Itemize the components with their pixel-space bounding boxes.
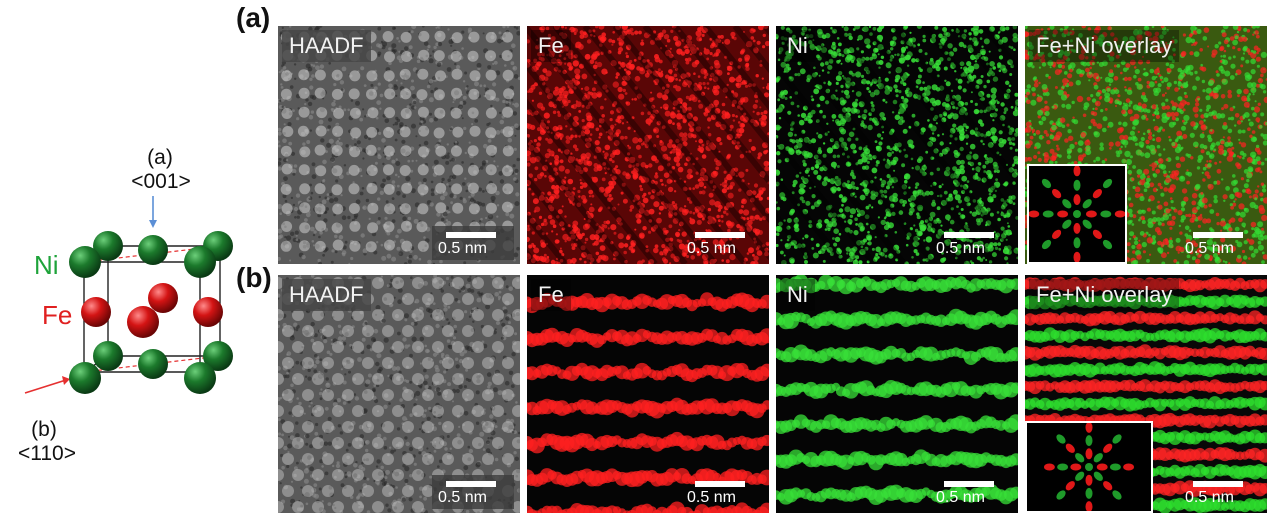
arrow-b: [24, 379, 67, 394]
scale-bar-label: 0.5 nm: [1185, 489, 1234, 506]
panel-label-b: (b): [236, 262, 272, 293]
tile-title: Ni: [780, 279, 815, 311]
tile-a-ni: Ni 0.5 nm: [776, 26, 1018, 264]
panel-label-a: (a): [236, 2, 271, 33]
tile-title: Fe+Ni overlay: [1029, 30, 1180, 62]
unit-cell-svg: [24, 196, 233, 394]
scale-bar: 0.5 nm: [681, 226, 763, 260]
scale-bar-label: 0.5 nm: [438, 489, 487, 506]
scale-bar-label: 0.5 nm: [687, 240, 736, 257]
ni-map-image: [776, 275, 1018, 513]
scale-bar-label: 0.5 nm: [1185, 240, 1234, 257]
tile-title: Fe: [531, 30, 571, 62]
direction-a-index: <001>: [131, 170, 191, 193]
tile-title: HAADF: [282, 30, 371, 62]
scale-bar: 0.5 nm: [681, 475, 763, 509]
simulated-inset: [1025, 421, 1153, 513]
tile-b-fe: Fe 0.5 nm: [527, 275, 769, 513]
tile-a-overlay: Fe+Ni overlay 0.5 nm: [1025, 26, 1267, 264]
arrow-a-head: [149, 220, 157, 228]
scale-bar: 0.5 nm: [930, 475, 1012, 509]
simulated-inset: [1027, 164, 1127, 264]
fe-label: Fe: [42, 300, 73, 330]
fe-map-image: [527, 26, 769, 264]
tile-b-overlay: Fe+Ni overlay 0.5 nm: [1025, 275, 1267, 513]
tile-title: Fe+Ni overlay: [1029, 279, 1180, 311]
scale-bar: 0.5 nm: [1179, 475, 1261, 509]
fe-atoms: [81, 283, 223, 338]
tile-b-ni: Ni 0.5 nm: [776, 275, 1018, 513]
tile-title: HAADF: [282, 279, 371, 311]
direction-a-label: (a): [147, 146, 173, 169]
arrow-b-head: [62, 376, 70, 385]
tile-a-haadf: HAADF 0.5 nm: [278, 26, 520, 264]
scale-bar: 0.5 nm: [1179, 226, 1261, 260]
scale-bar: 0.5 nm: [432, 475, 514, 509]
scale-bar-label: 0.5 nm: [438, 240, 487, 257]
scale-bar-label: 0.5 nm: [936, 489, 985, 506]
direction-b-index: <110>: [17, 442, 76, 465]
fe-map-image: [527, 275, 769, 513]
scale-bar: 0.5 nm: [432, 226, 514, 260]
tile-title: Ni: [780, 30, 815, 62]
ni-map-image: [776, 26, 1018, 264]
scale-bar-label: 0.5 nm: [687, 489, 736, 506]
ni-label: Ni: [34, 250, 59, 280]
haadf-image: [278, 26, 520, 264]
scale-bar-label: 0.5 nm: [936, 240, 985, 257]
inset-pattern: [1027, 421, 1151, 513]
scale-bar: 0.5 nm: [930, 226, 1012, 260]
ni-atoms: [69, 231, 233, 394]
tile-a-fe: Fe 0.5 nm: [527, 26, 769, 264]
inset-pattern: [1028, 165, 1126, 263]
tile-b-haadf: HAADF 0.5 nm: [278, 275, 520, 513]
direction-b-label: (b): [31, 418, 57, 441]
tile-title: Fe: [531, 279, 571, 311]
